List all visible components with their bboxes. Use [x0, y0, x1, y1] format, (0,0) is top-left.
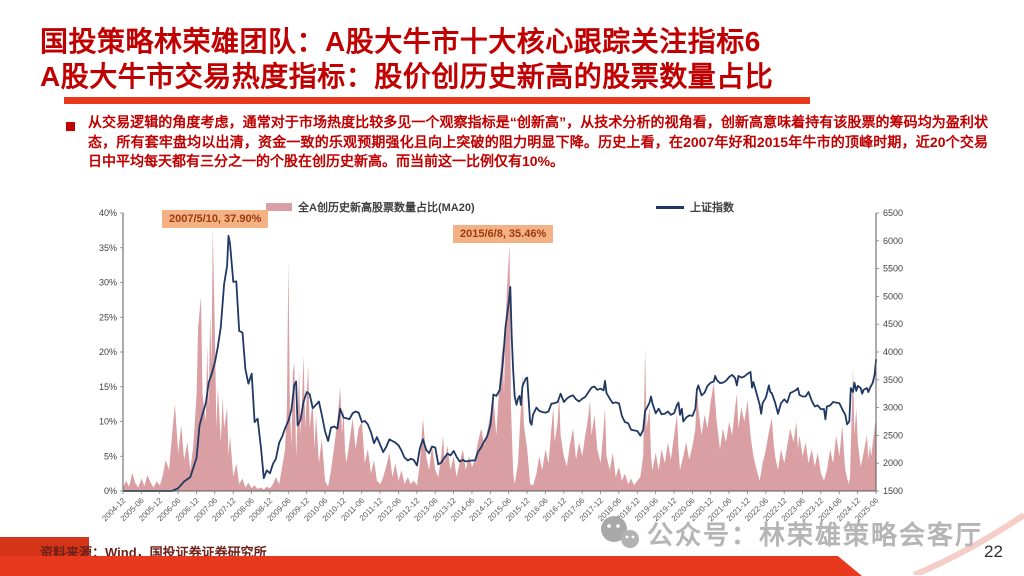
- footer-red-block: [0, 537, 89, 557]
- title-underline: [64, 97, 810, 104]
- legend-item-new-high-ratio: 全A创历史新高股票数量占比(MA20): [266, 199, 475, 215]
- svg-text:15%: 15%: [99, 382, 117, 392]
- page-title: 国投策略林荣雄团队：A股大牛市十大核心跟踪关注指标6 A股大牛市交易热度指标：股…: [40, 24, 773, 94]
- annotation-2007-peak: 2007/5/10, 37.90%: [162, 210, 269, 228]
- svg-text:3000: 3000: [883, 403, 903, 413]
- legend-label-sse-index: 上证指数: [690, 202, 734, 214]
- svg-text:30%: 30%: [99, 278, 117, 288]
- svg-text:4000: 4000: [883, 347, 903, 357]
- svg-text:0%: 0%: [104, 486, 117, 496]
- decorative-swoosh: [912, 512, 1024, 575]
- legend-item-sse-index: 上证指数: [656, 199, 734, 215]
- body-text: 从交易逻辑的角度考虑，通常对于市场热度比较多见一个观察指标是“创新高”，从技术分…: [88, 114, 988, 169]
- legend-label-new-high-ratio: 全A创历史新高股票数量占比(MA20): [298, 202, 475, 214]
- watermark: 公众号：林荣雄策略会客厅: [598, 514, 983, 552]
- svg-text:5500: 5500: [883, 264, 903, 274]
- svg-text:5000: 5000: [883, 291, 903, 301]
- svg-text:5%: 5%: [104, 451, 117, 461]
- svg-text:25%: 25%: [99, 312, 117, 322]
- footer-red-band: [0, 556, 862, 576]
- wechat-bubbles-icon: [601, 516, 639, 548]
- title-line-1: 国投策略林荣雄团队：A股大牛市十大核心跟踪关注指标6: [40, 26, 761, 57]
- title-line-2: A股大牛市交易热度指标：股价创历史新高的股票数量占比: [40, 61, 774, 92]
- chart-canvas: 0% 5% 10% 15% 20% 25% 30% 35% 40% 1500 2000 2500 300…: [99, 208, 903, 523]
- svg-text:40%: 40%: [99, 208, 117, 218]
- svg-text:1500: 1500: [883, 486, 903, 496]
- legend-swatch-pink-area: [266, 203, 292, 211]
- svg-text:4500: 4500: [883, 319, 903, 329]
- svg-text:2000: 2000: [883, 458, 903, 468]
- svg-text:6500: 6500: [883, 208, 903, 218]
- svg-text:35%: 35%: [99, 243, 117, 253]
- svg-text:6000: 6000: [883, 236, 903, 246]
- svg-text:3500: 3500: [883, 375, 903, 385]
- page-number: 22: [984, 542, 1003, 561]
- svg-text:10%: 10%: [99, 417, 117, 427]
- legend-swatch-navy-line: [656, 205, 684, 209]
- svg-text:20%: 20%: [99, 347, 117, 357]
- watermark-text: 公众号：林荣雄策略会客厅: [647, 519, 984, 550]
- bullet-square-icon: [66, 122, 75, 131]
- chart: 0% 5% 10% 15% 20% 25% 30% 35% 40% 1500 2000 2500 300…: [90, 196, 940, 548]
- svg-text:2500: 2500: [883, 430, 903, 440]
- annotation-2015-peak: 2015/6/8, 35.46%: [453, 225, 554, 243]
